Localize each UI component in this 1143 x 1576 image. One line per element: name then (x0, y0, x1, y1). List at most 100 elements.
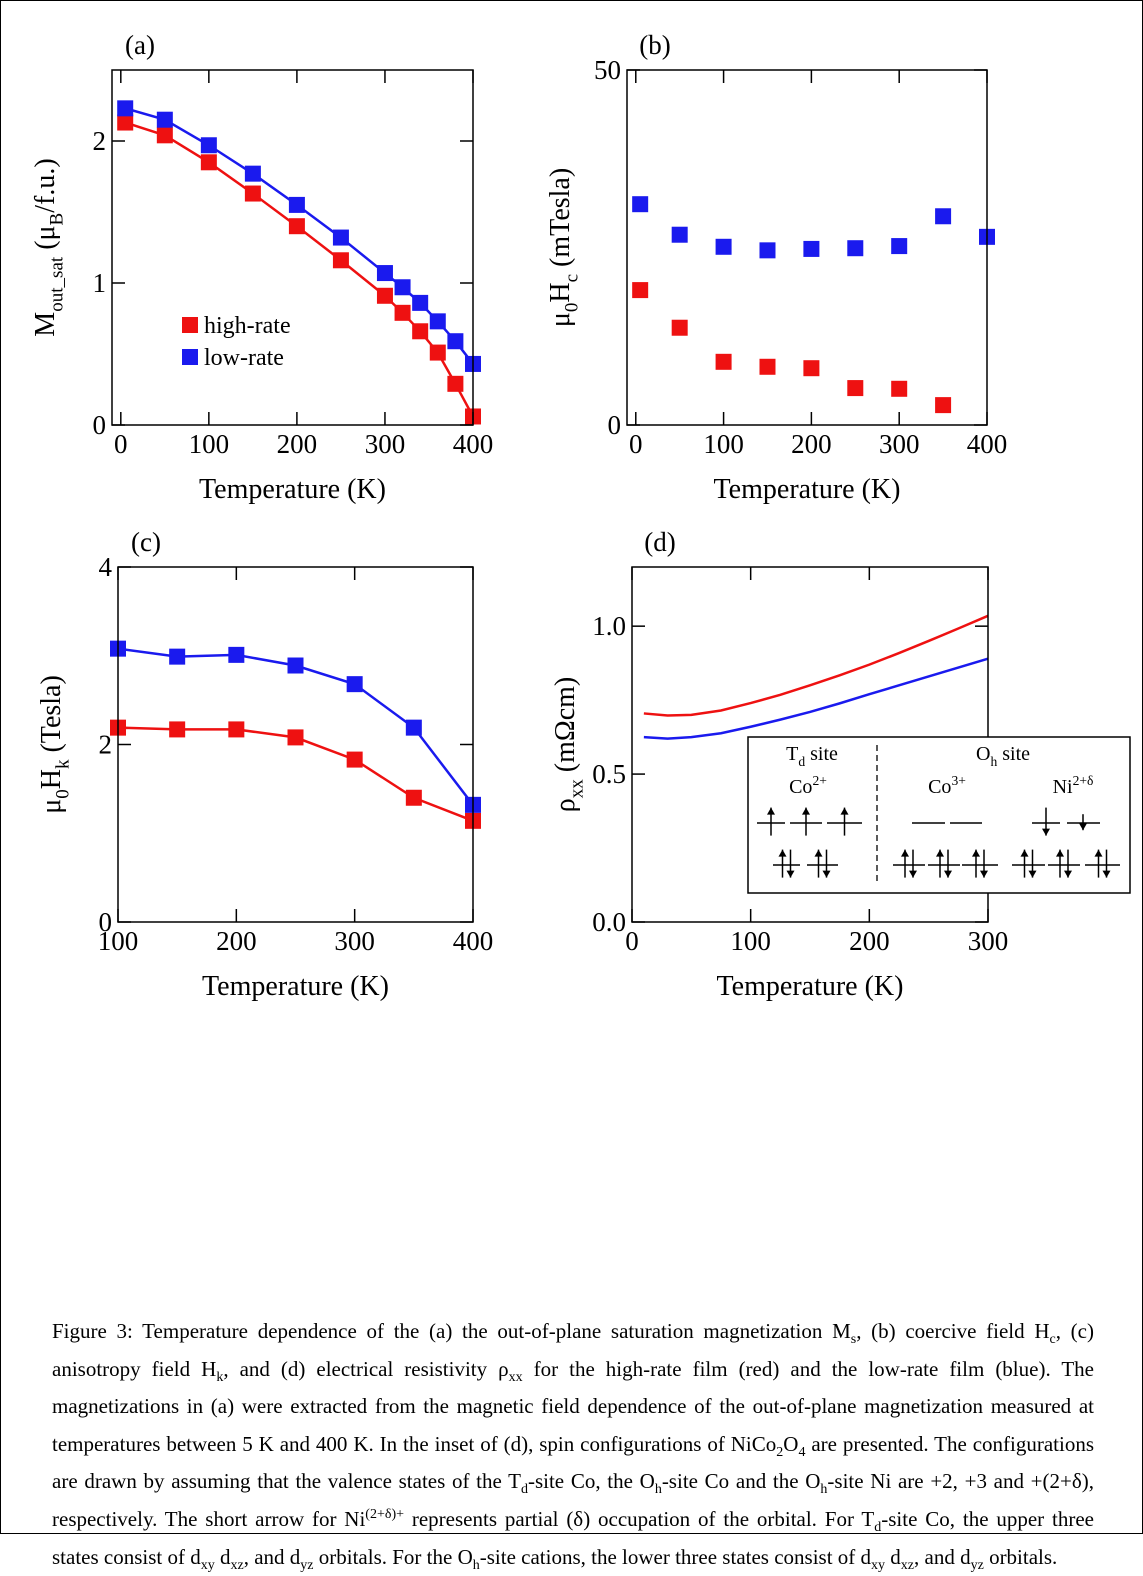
marker (288, 196, 305, 213)
spin-arrowhead (1028, 870, 1037, 878)
subscript: c (1049, 1332, 1056, 1348)
marker (200, 154, 217, 171)
caption-text: orbitals. For the O (313, 1544, 473, 1569)
y-tick-label: 2 (93, 126, 107, 156)
text-run: site (805, 743, 838, 765)
marker (412, 294, 429, 311)
y-tick-label: 2 (99, 730, 113, 760)
text-run: H (36, 769, 67, 789)
figure-panels: 0 100 200 300 400012high-ratelow-rate(a)Temp… (30, 30, 1131, 1002)
inset-label: Ni2+δ (1053, 773, 1094, 798)
marker (228, 646, 245, 663)
marker (632, 196, 649, 213)
spin-arrowhead (840, 807, 849, 815)
text-run: Temperature (K) (199, 474, 386, 505)
caption-text: , and d (914, 1544, 971, 1569)
text-run: μ (545, 312, 576, 327)
spin-arrowhead (972, 849, 980, 857)
plot-area (632, 196, 995, 414)
text-run: (mΩcm) (550, 677, 581, 779)
spin-arrowhead (1056, 849, 1064, 857)
x-tick-label: 100 (730, 926, 771, 956)
y-tick-label: 1 (93, 268, 107, 298)
subscript: xy (871, 1557, 886, 1573)
y-tick-label: 50 (594, 55, 621, 85)
spin-arrowhead (1079, 823, 1087, 831)
plot-area (643, 614, 989, 740)
text-run: Co (789, 776, 812, 798)
caption-text: orbitals. (983, 1544, 1058, 1569)
marker (244, 165, 261, 182)
legend-swatch (182, 317, 198, 333)
spin-arrowhead (980, 870, 988, 878)
series-line (643, 614, 989, 717)
y-tick-label: 0.5 (592, 759, 626, 789)
caption-text: O (783, 1431, 799, 1456)
subscript: 0 (561, 303, 582, 313)
marker (200, 137, 217, 154)
caption-text: d (885, 1544, 901, 1569)
caption-text: -site Co and the O (661, 1469, 821, 1494)
caption-text: for the high-rate film (red) and the low… (52, 1356, 1094, 1456)
caption-text: , (c) anisotropy field H (52, 1319, 1094, 1381)
subscript: 4 (798, 1444, 806, 1460)
marker (346, 676, 363, 693)
marker (447, 375, 464, 392)
x-tick-label: 200 (277, 429, 318, 459)
y-tick-label: 0 (93, 410, 107, 440)
text-run: (μ (30, 225, 61, 256)
marker (394, 304, 411, 321)
subscript: 2 (776, 1444, 784, 1460)
text-run: Temperature (K) (717, 971, 904, 1002)
caption-text: , and (d) electrical resistivity ρ (223, 1356, 509, 1381)
series-line (643, 657, 989, 740)
series-line (124, 121, 475, 418)
subscript: h (654, 1482, 662, 1498)
x-tick-label: 400 (453, 926, 494, 956)
inset-label: Co3+ (928, 773, 966, 798)
subscript: d (798, 754, 805, 769)
subscript: out_sat (46, 256, 67, 312)
text-run: M (30, 312, 61, 337)
inset-label: Co2+ (789, 773, 827, 798)
text-run: ρ (550, 798, 581, 812)
marker (759, 242, 776, 259)
marker (847, 240, 864, 257)
x-tick-label: 0 (629, 429, 643, 459)
spin-arrowhead (767, 807, 775, 815)
marker (394, 279, 411, 296)
x-tick-label: 200 (216, 926, 257, 956)
marker (332, 252, 349, 269)
spin-arrowhead (814, 849, 823, 857)
inset-label: Oh site (976, 743, 1030, 769)
y-axis-label: ρxx (mΩcm) (550, 677, 587, 812)
marker (891, 238, 908, 255)
x-axis-label: Temperature (K) (717, 971, 904, 1002)
caption-text: represents partial (δ) occupation of the… (404, 1506, 875, 1531)
subscript: xx (566, 779, 587, 799)
subscript: s (850, 1332, 857, 1348)
marker (288, 218, 305, 235)
subscript: h (820, 1482, 828, 1498)
text-run: (mTesla) (545, 168, 576, 274)
panel-label: (d) (644, 527, 675, 557)
x-tick-label: 0 (625, 926, 639, 956)
x-tick-label: 400 (453, 429, 494, 459)
x-tick-label: 200 (791, 429, 832, 459)
spin-arrowhead (901, 849, 909, 857)
text-run: H (545, 282, 576, 302)
marker (715, 353, 732, 370)
marker (244, 185, 261, 202)
text-run: site (997, 743, 1030, 765)
subscript: yz (970, 1557, 984, 1573)
x-tick-label: 100 (703, 429, 744, 459)
caption-text: -site cations, the lower three states co… (479, 1544, 872, 1569)
y-tick-label: 1.0 (592, 611, 626, 641)
subscript: h (990, 754, 997, 769)
x-tick-label: 300 (365, 429, 406, 459)
spin-arrowhead (802, 807, 810, 815)
marker (891, 380, 908, 397)
marker (412, 323, 429, 340)
